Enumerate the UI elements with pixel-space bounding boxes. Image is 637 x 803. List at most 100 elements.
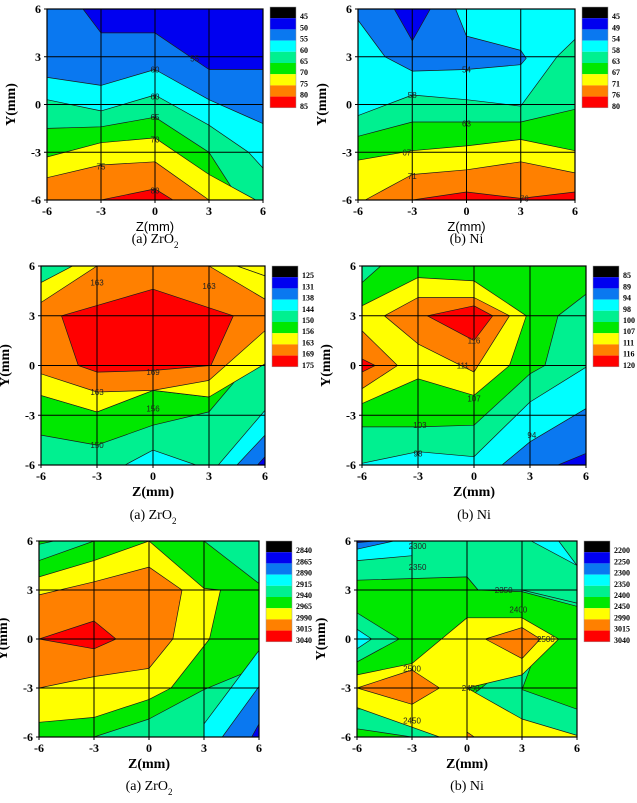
- contour-band-80: [411, 191, 575, 200]
- legend-label: 150: [302, 316, 314, 325]
- legend-swatch: [272, 344, 298, 356]
- legend-swatch: [272, 299, 298, 311]
- contour-band-2400: [357, 612, 400, 663]
- x-axis-label: Z(mm): [136, 219, 174, 234]
- legend-frame: [271, 265, 299, 368]
- contour-label: 60: [151, 93, 160, 102]
- legend-frame: [265, 540, 293, 643]
- contour-label: 76: [520, 194, 529, 203]
- legend-swatch: [266, 630, 292, 642]
- y-tick-label: 3: [345, 583, 351, 597]
- x-tick-label: -6: [357, 469, 367, 483]
- legend-label: 94: [623, 294, 631, 303]
- contour-band-94: [501, 408, 586, 465]
- legend-label: 3015: [296, 625, 312, 634]
- x-tick-label: 6: [574, 741, 580, 755]
- y-tick-label: -3: [25, 408, 35, 422]
- legend-label: 2990: [614, 613, 630, 622]
- contour-band-2890: [221, 686, 259, 737]
- legend-swatch: [270, 18, 296, 30]
- legend-swatch: [272, 288, 298, 300]
- x-tick-label: 3: [206, 204, 212, 218]
- legend-label: 3015: [614, 625, 630, 634]
- legend-frame: [592, 265, 620, 368]
- x-tick-label: 3: [519, 741, 525, 755]
- contour-label: 80: [151, 186, 160, 195]
- color-legend: 45 49 54 58 63 67 71 76 80: [581, 6, 620, 111]
- legend-swatch: [584, 597, 610, 609]
- contour-label: 2350: [409, 563, 427, 572]
- x-tick-label: -6: [353, 204, 363, 218]
- legend-label: 98: [623, 305, 631, 314]
- subplot-caption: (a) ZrO2: [132, 232, 179, 250]
- y-tick-label: 6: [35, 2, 41, 16]
- contour-label: 156: [146, 405, 160, 414]
- y-tick-label: 3: [346, 50, 352, 64]
- legend-swatch: [272, 333, 298, 345]
- x-tick-label: 0: [152, 204, 158, 218]
- y-axis-label: Y(mm): [4, 83, 19, 126]
- legend-swatch: [272, 277, 298, 289]
- x-tick-label: 3: [206, 469, 212, 483]
- contour-band-138: [236, 434, 265, 465]
- subplot-caption: (b) Ni: [457, 508, 491, 523]
- grid-lines: [47, 9, 263, 200]
- legend-label: 54: [612, 35, 620, 44]
- contour-band-89: [557, 453, 586, 465]
- x-tick-label: 6: [260, 204, 266, 218]
- legend-label: 111: [623, 338, 634, 347]
- legend-swatch: [272, 266, 298, 278]
- contour-label: 60: [151, 65, 160, 74]
- legend-label: 2350: [614, 580, 630, 589]
- legend-swatch: [584, 552, 610, 564]
- y-tick-label: -6: [25, 458, 35, 472]
- legend-swatch: [266, 552, 292, 564]
- grid-lines: [358, 9, 575, 200]
- x-tick-label: 3: [201, 741, 207, 755]
- y-tick-label: -3: [342, 145, 352, 159]
- x-tick-label: 3: [518, 204, 524, 218]
- contour-label: 2450: [403, 717, 421, 726]
- contour-plot-5: -6 -3 0 3 6 6 3 0 -3 -6 Z(mm) Y(mm) (a) ZrO2 2840 2865…: [0, 534, 312, 797]
- y-tick-label: 6: [346, 2, 352, 16]
- legend-label: 2450: [614, 602, 630, 611]
- caption-subscript: 2: [168, 787, 173, 797]
- legend-label: 89: [623, 282, 631, 291]
- contour-label: 2350: [495, 586, 513, 595]
- y-tick-label: 0: [350, 359, 356, 373]
- legend-label: 2990: [296, 613, 312, 622]
- x-axis-label: Z(mm): [128, 757, 170, 772]
- legend-swatch: [593, 288, 619, 300]
- grid-lines: [357, 541, 577, 737]
- x-tick-label: 6: [583, 469, 589, 483]
- contour-label: 116: [468, 337, 481, 346]
- caption-subscript: 2: [174, 240, 179, 250]
- legend-swatch: [266, 563, 292, 575]
- legend-label: 138: [302, 294, 314, 303]
- contour-label: 75: [97, 163, 106, 172]
- y-axis-label: Y(mm): [0, 344, 13, 387]
- legend-swatch: [270, 96, 296, 108]
- y-tick-label: 3: [35, 50, 41, 64]
- x-tick-label: -3: [89, 741, 99, 755]
- legend-swatch: [270, 7, 296, 19]
- contour-plot-6: 2300 2350 2350 2400 2500 2500 2450 2450 -6 -3 0 3 6 6…: [314, 534, 630, 794]
- x-tick-label: 6: [572, 204, 578, 218]
- legend-label: 55: [300, 35, 308, 44]
- legend-label: 71: [612, 79, 620, 88]
- x-axis-label: Z(mm): [132, 485, 174, 500]
- contour-band-2865: [251, 723, 259, 737]
- y-tick-label: -6: [31, 193, 41, 207]
- legend-swatch: [593, 299, 619, 311]
- contour-label: 67: [402, 148, 411, 157]
- legend-swatch: [584, 585, 610, 597]
- legend-swatch: [593, 310, 619, 322]
- legend-swatch: [584, 541, 610, 553]
- legend-swatch: [593, 266, 619, 278]
- x-tick-label: -6: [34, 741, 44, 755]
- contour-label: 98: [414, 449, 423, 458]
- contour-label: 169: [146, 368, 160, 377]
- legend-label: 2300: [614, 569, 630, 578]
